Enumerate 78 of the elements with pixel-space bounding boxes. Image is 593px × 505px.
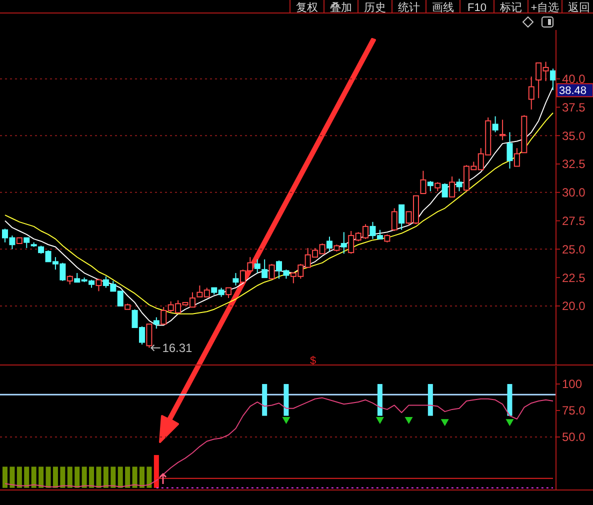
y-tick-label: 50.0 <box>562 430 586 444</box>
candlestick <box>66 274 73 285</box>
candlestick <box>391 208 398 232</box>
text: 返回 <box>568 1 590 14</box>
y-tick-label: 40.0 <box>562 72 586 86</box>
bar <box>10 466 15 488</box>
y-tick-label: 22.5 <box>562 270 586 285</box>
bar <box>118 466 123 488</box>
bar <box>16 466 22 488</box>
candlestick <box>449 176 456 198</box>
candlestick <box>254 258 260 274</box>
y-tick-label: 27.5 <box>562 214 586 228</box>
text: +自选 <box>530 1 560 14</box>
bar <box>46 466 51 488</box>
text: 38.48 <box>559 85 587 98</box>
candlestick <box>434 182 441 192</box>
candlestick <box>456 178 462 192</box>
text: 叠加 <box>330 1 352 14</box>
candlestick <box>492 116 498 133</box>
bar <box>96 466 102 488</box>
candlestick <box>146 324 152 348</box>
candlestick <box>24 237 30 249</box>
bar <box>38 466 44 488</box>
annotation: $ <box>310 355 316 367</box>
candlestick <box>153 316 160 330</box>
bar <box>74 466 80 488</box>
candlestick <box>326 236 332 252</box>
candlestick <box>398 204 405 230</box>
bar <box>60 466 66 488</box>
text: 历史 <box>364 1 386 14</box>
y-tick-label: 32.5 <box>562 157 586 172</box>
y-tick-label: 100 <box>562 377 582 392</box>
candlestick <box>340 232 347 254</box>
bar <box>507 384 512 416</box>
bar <box>125 466 130 488</box>
y-tick-label: 25.0 <box>562 242 586 256</box>
line-series <box>4 397 554 488</box>
text: 统计 <box>398 1 420 14</box>
bar <box>377 384 382 416</box>
bar <box>52 466 58 488</box>
bar <box>103 466 108 488</box>
bar <box>67 466 72 488</box>
bar <box>2 466 8 488</box>
y-tick-label: 37.5 <box>562 100 586 114</box>
candlestick <box>442 182 448 198</box>
bar <box>154 455 159 488</box>
candlestick <box>232 272 239 286</box>
bar <box>428 384 433 416</box>
y-tick-label: 30.0 <box>562 186 586 200</box>
bar <box>132 466 138 488</box>
candlestick <box>514 148 520 167</box>
bar <box>146 466 152 488</box>
bar <box>110 466 116 488</box>
text: 标记 <box>499 2 522 14</box>
annotation: 16.31 <box>162 341 193 356</box>
bar <box>89 466 94 488</box>
candlestick <box>506 132 513 170</box>
y-tick-label: 75.0 <box>562 404 586 418</box>
candlestick <box>262 258 268 278</box>
candlestick <box>427 180 434 192</box>
line-series <box>4 86 554 326</box>
candlestick <box>268 263 275 280</box>
candlestick <box>500 119 506 141</box>
text: 复权 <box>296 2 318 14</box>
text: F10 <box>468 2 486 14</box>
y-tick-label: 20.0 <box>562 299 586 314</box>
text: 画线 <box>432 1 454 14</box>
bar <box>140 466 144 488</box>
bar <box>262 384 268 416</box>
bar <box>31 466 36 488</box>
bar <box>284 384 289 416</box>
bar <box>24 466 30 488</box>
candlestick <box>226 287 232 298</box>
bar <box>82 466 87 488</box>
candlestick <box>420 170 426 194</box>
candlestick <box>528 76 534 110</box>
y-tick-label: 35.0 <box>562 128 586 143</box>
candlestick <box>96 278 102 292</box>
